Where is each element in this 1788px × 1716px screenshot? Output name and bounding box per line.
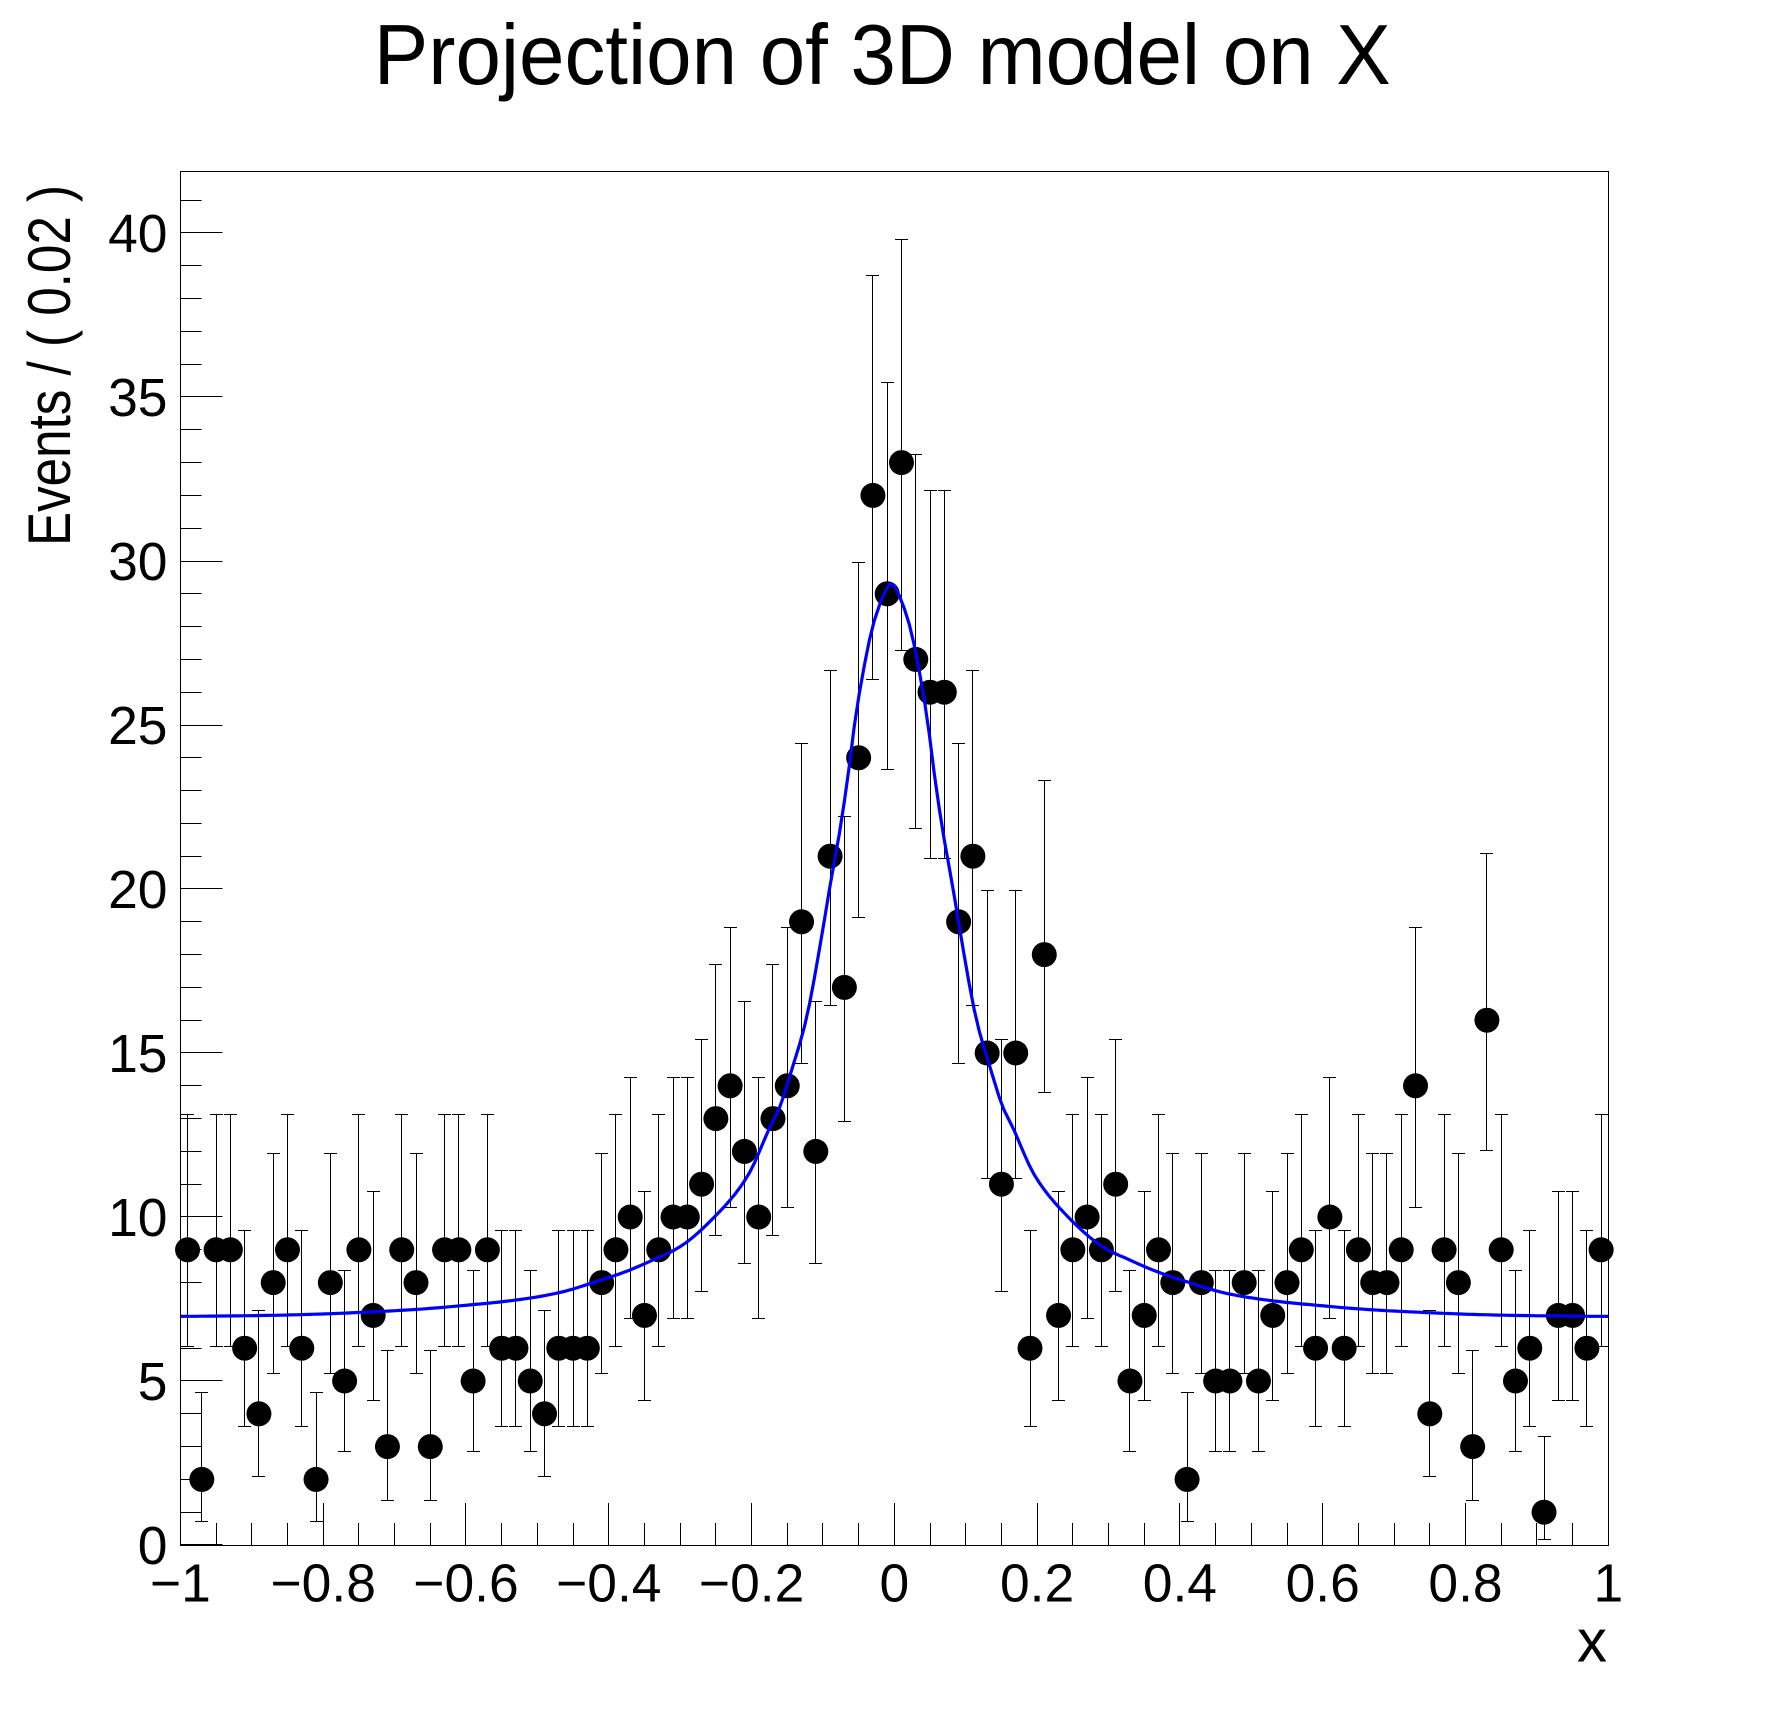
svg-text:0: 0 <box>138 1517 168 1576</box>
svg-text:−0.6: −0.6 <box>413 1555 518 1614</box>
svg-text:x: x <box>1577 1607 1607 1674</box>
svg-text:25: 25 <box>108 697 167 756</box>
svg-text:−1: −1 <box>150 1555 211 1614</box>
svg-text:15: 15 <box>108 1025 167 1084</box>
svg-text:40: 40 <box>108 205 167 264</box>
svg-text:0.6: 0.6 <box>1286 1555 1360 1614</box>
svg-text:10: 10 <box>108 1189 167 1248</box>
svg-text:0.4: 0.4 <box>1143 1555 1217 1614</box>
svg-text:−0.8: −0.8 <box>270 1555 375 1614</box>
svg-text:35: 35 <box>108 369 167 428</box>
svg-text:Projection of 3D model on X: Projection of 3D model on X <box>374 8 1391 103</box>
svg-text:0.2: 0.2 <box>1000 1555 1074 1614</box>
svg-text:−0.2: −0.2 <box>699 1555 804 1614</box>
svg-text:0.8: 0.8 <box>1428 1555 1502 1614</box>
svg-text:1: 1 <box>1593 1555 1623 1614</box>
svg-text:0: 0 <box>880 1555 910 1614</box>
svg-text:Events / ( 0.02 ): Events / ( 0.02 ) <box>16 185 83 546</box>
svg-text:5: 5 <box>138 1353 168 1412</box>
svg-text:20: 20 <box>108 861 167 920</box>
svg-text:30: 30 <box>108 533 167 592</box>
svg-text:−0.4: −0.4 <box>556 1555 661 1614</box>
